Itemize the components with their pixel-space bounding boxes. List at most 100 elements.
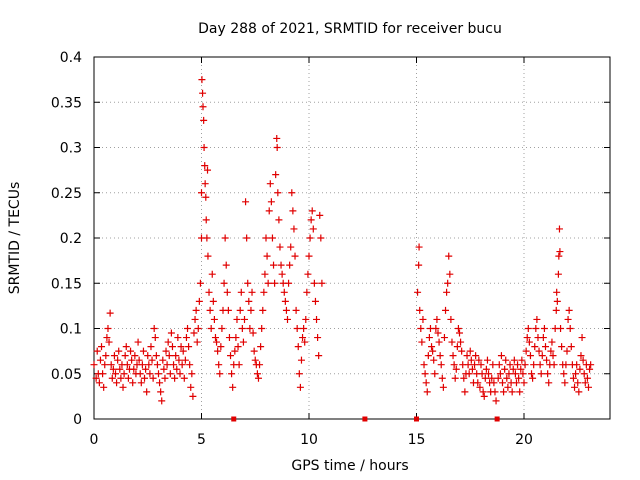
data-point <box>114 356 122 364</box>
data-point <box>146 370 154 378</box>
data-point <box>313 315 321 323</box>
data-point <box>517 365 525 373</box>
data-point <box>580 370 588 378</box>
data-point <box>175 356 183 364</box>
data-point <box>416 306 424 314</box>
data-point <box>418 338 426 346</box>
data-point <box>500 388 508 396</box>
data-point <box>208 270 216 278</box>
data-point <box>542 343 549 351</box>
data-point <box>444 279 452 287</box>
data-point <box>124 374 132 382</box>
data-point <box>256 361 264 369</box>
y-tick-label: 0.2 <box>60 231 82 247</box>
data-point <box>310 279 318 287</box>
data-point <box>423 388 431 396</box>
data-point <box>139 347 147 355</box>
data-point <box>105 338 113 346</box>
data-point <box>577 352 585 360</box>
data-point <box>488 374 496 382</box>
data-point <box>173 365 181 373</box>
data-point <box>454 325 462 332</box>
data-point <box>202 216 210 224</box>
data-point <box>452 365 460 373</box>
data-point <box>531 343 539 351</box>
data-point <box>134 338 142 346</box>
data-point <box>206 306 214 314</box>
data-point <box>127 347 135 355</box>
data-point <box>284 315 291 323</box>
data-point <box>511 370 519 378</box>
data-point <box>109 365 117 373</box>
data-point <box>474 379 482 387</box>
data-point <box>98 343 106 351</box>
data-point <box>519 370 527 378</box>
data-point <box>168 343 176 351</box>
data-point <box>586 365 594 373</box>
data-point <box>545 379 553 387</box>
data-point <box>138 361 146 369</box>
data-point <box>569 374 577 382</box>
data-point <box>536 361 544 369</box>
data-point <box>216 370 224 378</box>
data-point <box>424 352 432 360</box>
data-point <box>270 261 278 269</box>
data-point <box>200 144 208 151</box>
data-point <box>271 279 279 287</box>
data-point <box>297 356 305 364</box>
data-point <box>524 325 532 332</box>
data-point <box>564 315 572 323</box>
data-point <box>150 325 158 332</box>
data-point <box>162 347 170 355</box>
data-point <box>585 383 592 391</box>
data-point <box>417 325 425 332</box>
data-point <box>414 416 419 422</box>
data-point <box>428 343 436 351</box>
data-point <box>161 374 169 382</box>
data-point <box>194 325 202 332</box>
data-point <box>299 334 307 342</box>
data-point <box>434 329 442 337</box>
y-tick-label: 0 <box>73 412 82 428</box>
data-point <box>178 361 186 369</box>
data-point <box>430 356 438 364</box>
data-point <box>273 134 281 142</box>
data-point <box>277 261 285 269</box>
data-point <box>544 370 552 378</box>
data-point <box>207 325 215 332</box>
data-point <box>151 334 159 342</box>
data-point <box>260 288 268 296</box>
data-point <box>415 243 423 251</box>
data-point <box>236 306 244 314</box>
data-point <box>496 370 504 378</box>
data-point <box>144 352 152 360</box>
data-point <box>286 261 294 269</box>
data-point <box>293 325 301 332</box>
y-tick-label: 0.05 <box>51 367 82 383</box>
data-point <box>220 279 228 287</box>
data-point <box>215 361 223 369</box>
data-point <box>535 347 543 355</box>
data-point <box>514 361 522 369</box>
data-point <box>278 270 286 278</box>
data-point <box>202 193 210 201</box>
data-point <box>191 315 199 323</box>
data-point <box>121 352 129 360</box>
data-point <box>152 352 160 360</box>
data-point <box>362 416 368 422</box>
data-point <box>510 356 518 364</box>
data-point <box>461 388 469 396</box>
data-point <box>489 361 497 369</box>
data-point <box>158 397 166 405</box>
data-point <box>113 379 121 387</box>
data-point <box>223 288 231 296</box>
data-point <box>233 315 241 323</box>
data-point <box>155 370 162 378</box>
data-point <box>145 361 153 369</box>
chart-title: Day 288 of 2021, SRMTID for receiver buc… <box>198 21 502 37</box>
data-point <box>575 388 583 396</box>
data-point <box>509 365 517 373</box>
data-point <box>170 361 178 369</box>
data-point <box>538 352 546 360</box>
data-point <box>120 370 128 378</box>
